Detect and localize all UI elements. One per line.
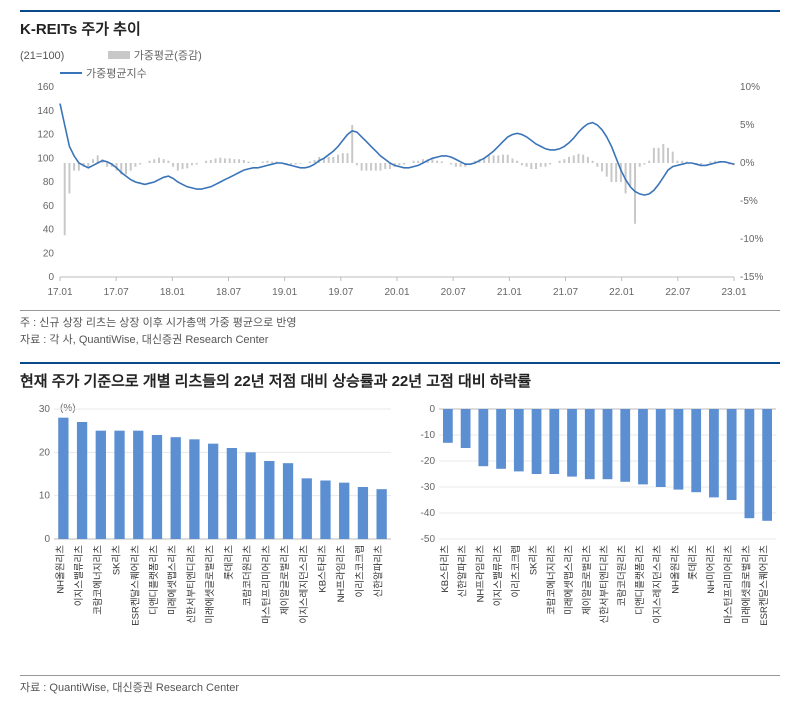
- svg-text:-5%: -5%: [740, 196, 758, 207]
- svg-text:120: 120: [37, 130, 54, 141]
- svg-text:디앤디플랫폼리츠: 디앤디플랫폼리츠: [149, 545, 160, 615]
- index-note: (21=100): [20, 50, 64, 62]
- svg-text:NH미어리츠: NH미어리츠: [706, 545, 717, 594]
- svg-text:SK리츠: SK리츠: [529, 545, 540, 575]
- svg-text:19.07: 19.07: [328, 287, 353, 298]
- svg-text:160: 160: [37, 82, 54, 93]
- svg-text:30: 30: [39, 404, 51, 415]
- svg-text:제이알글로벌리츠: 제이알글로벌리츠: [280, 545, 291, 615]
- chart2-footnote: 자료 : QuantiWise, 대신증권 Research Center: [20, 680, 780, 697]
- svg-text:22.07: 22.07: [665, 287, 690, 298]
- svg-text:-50: -50: [421, 534, 436, 545]
- svg-text:ESR켄달스퀘어리츠: ESR켄달스퀘어리츠: [758, 545, 770, 626]
- section-rule-2: [20, 362, 780, 364]
- svg-text:100: 100: [37, 153, 54, 164]
- svg-text:20.07: 20.07: [441, 287, 466, 298]
- svg-text:-20: -20: [421, 456, 436, 467]
- svg-text:디앤디플랫폼리츠: 디앤디플랫폼리츠: [635, 545, 646, 615]
- svg-text:신한알파리츠: 신한알파리츠: [374, 545, 385, 598]
- svg-text:0%: 0%: [740, 158, 755, 169]
- svg-text:이지스밸류리츠: 이지스밸류리츠: [74, 545, 85, 606]
- svg-text:0: 0: [429, 404, 435, 415]
- svg-text:KB스타리츠: KB스타리츠: [317, 545, 328, 593]
- svg-text:21.07: 21.07: [553, 287, 578, 298]
- chart1-footnote1: 주 : 신규 상장 리츠는 상장 이후 시가총액 가중 평균으로 반영: [20, 315, 780, 332]
- chart1-header: (21=100) 가중평균(증감) 가중평균지수: [20, 47, 780, 81]
- svg-text:제이알글로벌리츠: 제이알글로벌리츠: [582, 545, 593, 615]
- svg-text:NH올원리츠: NH올원리츠: [670, 545, 681, 594]
- svg-text:17.07: 17.07: [104, 287, 129, 298]
- svg-text:40: 40: [43, 225, 55, 236]
- svg-text:18.01: 18.01: [160, 287, 185, 298]
- chart1-title: K-REITs 주가 추이: [20, 18, 780, 39]
- svg-text:신한서부티엔디리츠: 신한서부티엔디리츠: [600, 545, 611, 624]
- svg-text:롯데리츠: 롯데리츠: [688, 545, 699, 580]
- svg-text:19.01: 19.01: [272, 287, 297, 298]
- svg-text:이지스밸류리츠: 이지스밸류리츠: [493, 545, 504, 606]
- svg-text:마스턴프리미어리츠: 마스턴프리미어리츠: [724, 545, 735, 624]
- svg-text:0: 0: [44, 534, 50, 545]
- svg-text:신한서부티엔디리츠: 신한서부티엔디리츠: [186, 545, 197, 624]
- svg-text:미래에셋글로벌리츠: 미래에셋글로벌리츠: [205, 545, 216, 624]
- svg-text:21.01: 21.01: [497, 287, 522, 298]
- svg-text:마스턴프리미어리츠: 마스턴프리미어리츠: [261, 545, 272, 624]
- svg-text:20: 20: [43, 248, 55, 259]
- svg-text:이리츠코크렙: 이리츠코크렙: [510, 545, 522, 597]
- svg-text:NH프라임리츠: NH프라임리츠: [335, 545, 347, 603]
- divider: [20, 310, 780, 311]
- chart1-svg: 0 20 40 60 80 100 120 140 160 -15% -10% -5% 0% 5% 10% 1…: [20, 81, 780, 301]
- svg-text:코람코더원리츠: 코람코더원리츠: [242, 545, 254, 606]
- svg-text:코람코에너지리츠: 코람코에너지리츠: [545, 545, 557, 615]
- svg-text:20.01: 20.01: [384, 287, 409, 298]
- legend-line: 가중평균지수: [60, 65, 147, 81]
- svg-text:20: 20: [39, 447, 51, 458]
- svg-text:-10: -10: [421, 430, 436, 441]
- divider-2: [20, 675, 780, 676]
- chart2-title: 현재 주가 기준으로 개별 리츠들의 22년 저점 대비 상승률과 22년 고점…: [20, 370, 780, 391]
- svg-text:-40: -40: [421, 508, 436, 519]
- svg-text:NH프라임리츠: NH프라임리츠: [474, 545, 486, 603]
- chart2-right-svg: -50 -40 -30 -20 -10 0 KB스타리츠 신한알파리츠 NH프라임리츠 이지스밸류…: [405, 399, 780, 669]
- svg-text:140: 140: [37, 106, 54, 117]
- svg-text:이지스레지던스리츠: 이지스레지던스리츠: [653, 545, 664, 624]
- svg-text:롯데리츠: 롯데리츠: [224, 545, 235, 580]
- svg-text:5%: 5%: [740, 120, 755, 131]
- svg-text:17.01: 17.01: [47, 287, 72, 298]
- svg-text:-10%: -10%: [740, 234, 763, 245]
- svg-text:80: 80: [43, 177, 55, 188]
- chart2-row: (%)0102030NH올원리츠이지스밸류리츠코람코에너지리츠SK리츠ESR켄달…: [20, 399, 780, 669]
- svg-text:미래에셋맵스리츠: 미래에셋맵스리츠: [167, 545, 179, 615]
- legend-bar: 가중평균(증감): [108, 47, 202, 63]
- svg-text:코람코더원리츠: 코람코더원리츠: [616, 545, 628, 606]
- svg-text:10: 10: [39, 491, 51, 502]
- svg-text:미래에셋맵스리츠: 미래에셋맵스리츠: [563, 545, 575, 615]
- svg-text:18.07: 18.07: [216, 287, 241, 298]
- chart2-left-svg: (%)0102030NH올원리츠이지스밸류리츠코람코에너지리츠SK리츠ESR켄달…: [20, 399, 395, 669]
- svg-text:신한알파리츠: 신한알파리츠: [458, 545, 469, 598]
- svg-text:23.01: 23.01: [721, 287, 746, 298]
- svg-text:이지스레지던스리츠: 이지스레지던스리츠: [299, 545, 310, 624]
- svg-text:60: 60: [43, 201, 55, 212]
- svg-text:-30: -30: [421, 482, 436, 493]
- svg-text:NH올원리츠: NH올원리츠: [55, 545, 66, 594]
- svg-text:ESR켄달스퀘어리츠: ESR켄달스퀘어리츠: [129, 545, 141, 626]
- svg-text:코람코에너지리츠: 코람코에너지리츠: [92, 545, 104, 615]
- svg-text:이리츠코크렙: 이리츠코크렙: [354, 545, 366, 597]
- svg-text:10%: 10%: [740, 82, 760, 93]
- section-rule: [20, 10, 780, 12]
- svg-text:미래에셋글로벌리츠: 미래에셋글로벌리츠: [741, 545, 752, 624]
- svg-text:0: 0: [48, 272, 54, 283]
- chart1-footnote2: 자료 : 각 사, QuantiWise, 대신증권 Research Cent…: [20, 332, 780, 349]
- svg-text:KB스타리츠: KB스타리츠: [440, 545, 451, 593]
- svg-text:22.01: 22.01: [609, 287, 634, 298]
- svg-text:-15%: -15%: [740, 272, 763, 283]
- svg-text:SK리츠: SK리츠: [112, 545, 123, 575]
